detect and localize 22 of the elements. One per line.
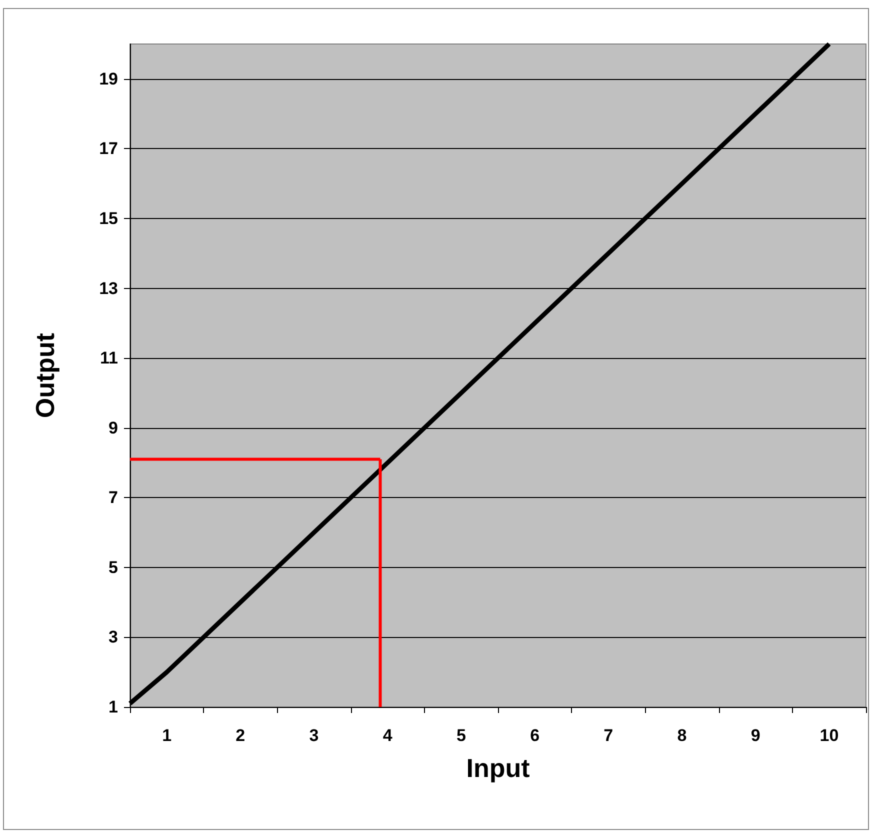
x-tick-label: 8 <box>677 726 687 745</box>
y-tick-label: 3 <box>108 628 118 647</box>
x-tick-label: 6 <box>530 726 540 745</box>
x-axis-title: Input <box>466 753 530 783</box>
x-tick-label: 5 <box>456 726 466 745</box>
x-tick-label: 2 <box>236 726 246 745</box>
y-tick-label: 7 <box>108 488 118 508</box>
x-tick-label: 4 <box>382 726 393 745</box>
y-axis-title: Output <box>30 332 60 418</box>
y-tick-label: 9 <box>108 418 118 438</box>
x-tick-label: 9 <box>750 726 760 745</box>
y-tick-label: 11 <box>100 348 118 368</box>
y-tick-label: 1 <box>108 698 118 716</box>
y-tick-label: 13 <box>99 278 118 298</box>
y-tick-label: 19 <box>99 69 118 88</box>
x-tick-label: 1 <box>162 726 172 745</box>
x-tick-label: 7 <box>604 726 614 745</box>
y-tick-label: 5 <box>108 558 118 577</box>
y-tick-label: 15 <box>99 208 118 228</box>
x-tick-label: 3 <box>309 726 319 745</box>
y-tick-label: 17 <box>99 139 118 158</box>
x-tick-label: 10 <box>820 726 839 745</box>
